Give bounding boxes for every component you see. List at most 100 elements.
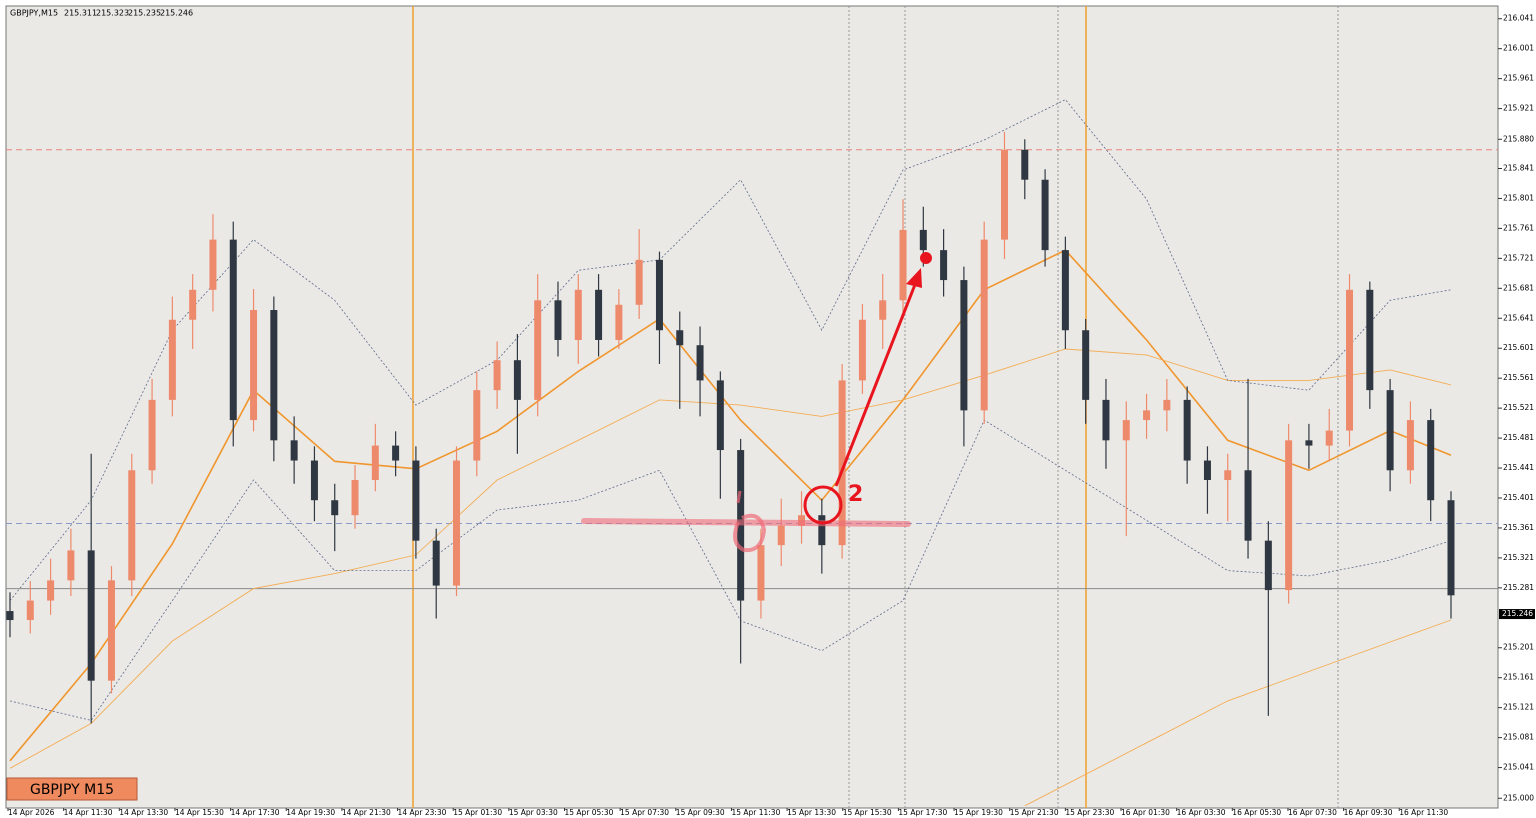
- candle-body: [676, 330, 684, 346]
- candle-body: [757, 545, 765, 601]
- x-tick-label: 14 Apr 21:30: [342, 808, 391, 817]
- indicator-line: [1024, 619, 1452, 807]
- y-tick-label: 215.961: [1503, 74, 1534, 83]
- y-tick-label: 215.161: [1503, 673, 1534, 682]
- candle-body: [635, 259, 643, 305]
- candle-body: [1447, 500, 1455, 596]
- y-tick-label: 215.321: [1503, 553, 1534, 562]
- candle-body: [1102, 399, 1110, 441]
- candle-body: [1122, 420, 1130, 441]
- candle-body: [1061, 250, 1069, 331]
- candle-body: [250, 310, 258, 421]
- candle-body: [615, 304, 623, 340]
- candle-body: [128, 470, 136, 581]
- candle-body: [67, 550, 75, 581]
- x-tick-label: 15 Apr 21:30: [1010, 808, 1059, 817]
- candle-body: [453, 460, 461, 586]
- candle-body: [899, 229, 907, 301]
- header-value: 215.235: [128, 9, 161, 18]
- candle-body: [513, 360, 521, 400]
- candle-body: [351, 480, 359, 516]
- candle-body: [716, 380, 724, 451]
- price-tag-label: 215.246: [1502, 609, 1533, 618]
- x-tick-label: 15 Apr 13:30: [787, 808, 836, 817]
- candle-body: [168, 319, 176, 400]
- indicator-line: [9, 99, 1452, 601]
- y-tick-label: 215.401: [1503, 493, 1534, 502]
- candle-body: [493, 360, 501, 391]
- arrow: [834, 281, 918, 487]
- candle-body: [331, 500, 339, 516]
- y-tick-label: 215.921: [1503, 104, 1534, 113]
- x-tick-label: 14 Apr 23:30: [398, 808, 447, 817]
- candle-body: [696, 345, 704, 381]
- candle-body: [1325, 430, 1333, 446]
- candle-body: [270, 310, 278, 441]
- x-tick-label: 15 Apr 03:30: [509, 808, 558, 817]
- y-tick-label: 215.561: [1503, 373, 1534, 382]
- candle-body: [838, 380, 846, 546]
- candle-body: [1163, 399, 1171, 411]
- x-tick-label: 15 Apr 05:30: [565, 808, 614, 817]
- candle-body: [371, 445, 379, 481]
- y-tick-label: 215.201: [1503, 643, 1534, 652]
- candle-body: [1386, 390, 1394, 471]
- candle-body: [392, 445, 400, 461]
- candle-body: [107, 580, 115, 681]
- circle-mark: [803, 485, 843, 525]
- candle-body: [940, 250, 948, 281]
- candle-body: [1366, 289, 1374, 391]
- x-tick-label: 15 Apr 01:30: [453, 808, 502, 817]
- candle-body: [554, 300, 562, 340]
- candle-body: [818, 515, 826, 546]
- candle-body: [960, 280, 968, 411]
- y-tick-label: 215.721: [1503, 253, 1534, 262]
- y-tick-label: 215.841: [1503, 163, 1534, 172]
- axis-layer: 216.041 216.001 215.961 215.921 215.880 215.8…: [7, 14, 1535, 817]
- x-tick-label: 15 Apr 23:30: [1065, 808, 1114, 817]
- x-tick-label: 15 Apr 15:30: [843, 808, 892, 817]
- candle-body: [1406, 420, 1414, 471]
- candle-body: [1000, 149, 1008, 240]
- symbol: GBPJPY,M15: [10, 9, 58, 18]
- y-tick-label: 215.681: [1503, 283, 1534, 292]
- candle-body: [229, 239, 237, 421]
- candle-body: [1244, 470, 1252, 541]
- y-tick-label: 215.481: [1503, 433, 1534, 442]
- y-tick-label: 215.041: [1503, 763, 1534, 772]
- candle-body: [148, 399, 156, 471]
- x-tick-label: 15 Apr 19:30: [954, 808, 1003, 817]
- candle-body: [1346, 289, 1354, 431]
- candle-body: [310, 460, 318, 501]
- candle-body: [412, 460, 420, 541]
- candle-body: [879, 300, 887, 320]
- y-tick-label: 216.041: [1503, 14, 1534, 23]
- candle-body: [47, 580, 55, 601]
- candle-body: [290, 440, 298, 461]
- y-tick-label: 215.880: [1503, 134, 1534, 143]
- candle-body: [87, 550, 95, 681]
- candle-body: [1264, 540, 1272, 591]
- x-tick-label: 16 Apr 09:30: [1344, 808, 1393, 817]
- candle-body: [432, 540, 440, 586]
- candle-layer: [6, 131, 1455, 724]
- x-tick-label: 15 Apr 07:30: [620, 808, 669, 817]
- candle-body: [1427, 420, 1435, 501]
- point-mark: [920, 252, 932, 264]
- candle-body: [1224, 470, 1232, 481]
- circle-mark: [733, 513, 767, 553]
- candle-body: [655, 259, 663, 331]
- candle-body: [777, 525, 785, 546]
- y-tick-label: 216.001: [1503, 44, 1534, 53]
- candle-body: [26, 600, 34, 621]
- y-tick-label: 215.361: [1503, 523, 1534, 532]
- candle-body: [1082, 330, 1090, 400]
- price-tag: [1499, 609, 1535, 620]
- arrow-head: [906, 268, 922, 288]
- header-value: 215.323: [96, 9, 129, 18]
- y-tick-label: 215.121: [1503, 703, 1534, 712]
- x-tick-label: 15 Apr 11:30: [731, 808, 780, 817]
- y-tick-label: 215.641: [1503, 313, 1534, 322]
- candle-body: [1183, 399, 1191, 461]
